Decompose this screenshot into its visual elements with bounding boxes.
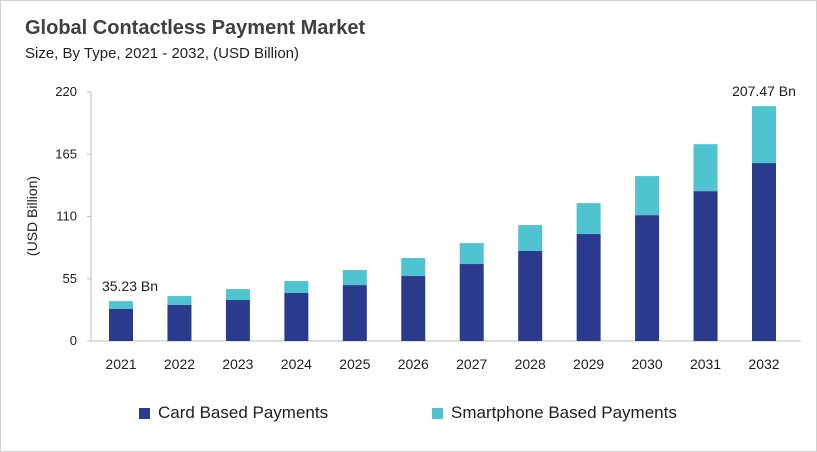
legend-swatch-smartphone xyxy=(432,407,443,419)
bar-smartphone xyxy=(342,270,367,286)
bar-card xyxy=(752,163,776,341)
bar-smartphone xyxy=(225,289,250,301)
x-tick-label: 2027 xyxy=(456,356,487,372)
x-tick-label: 2032 xyxy=(748,356,779,372)
bar-smartphone xyxy=(752,106,776,164)
bar-smartphone xyxy=(109,301,133,309)
bar-card xyxy=(109,308,133,341)
y-tick-label: 220 xyxy=(55,84,77,99)
bar-card xyxy=(225,300,250,341)
bar-smartphone xyxy=(576,203,601,235)
bar-card xyxy=(518,251,543,341)
x-tick-label: 2029 xyxy=(573,356,604,372)
x-tick-label: 2023 xyxy=(222,356,253,372)
y-tick-label: 165 xyxy=(55,146,77,161)
x-tick-label: 2025 xyxy=(339,356,370,372)
x-tick-label: 2026 xyxy=(398,356,429,372)
bar-smartphone xyxy=(635,176,660,216)
x-tick-label: 2024 xyxy=(281,356,312,372)
bar-card xyxy=(167,305,192,341)
data-label: 207.47 Bn xyxy=(732,83,796,99)
legend-item-card: Card Based Payments xyxy=(139,403,328,423)
x-tick-label: 2028 xyxy=(515,356,546,372)
bar-smartphone xyxy=(284,281,309,294)
bar-card xyxy=(342,285,367,341)
bar-card xyxy=(459,264,484,341)
x-tick-label: 2031 xyxy=(690,356,721,372)
y-tick-label: 110 xyxy=(56,209,77,224)
legend-item-smartphone: Smartphone Based Payments xyxy=(432,403,677,423)
data-label: 35.23 Bn xyxy=(102,278,158,294)
bar-smartphone xyxy=(459,243,484,265)
bar-card xyxy=(401,276,426,341)
chart-title: Global Contactless Payment Market xyxy=(25,17,366,39)
legend-label-card: Card Based Payments xyxy=(158,403,329,422)
bar-card xyxy=(693,191,718,341)
bar-smartphone xyxy=(518,225,543,252)
x-tick-label: 2030 xyxy=(632,356,663,372)
bar-card xyxy=(635,215,660,341)
chart-subtitle: Size, By Type, 2021 - 2032, (USD Billion… xyxy=(25,45,300,62)
bar-card xyxy=(576,234,601,341)
y-tick-label: 55 xyxy=(63,271,77,286)
x-tick-label: 2022 xyxy=(164,356,195,372)
y-axis-label: (USD Billion) xyxy=(24,176,40,256)
x-tick-label: 2021 xyxy=(105,356,136,372)
bar-smartphone xyxy=(693,144,718,192)
bar-card xyxy=(284,293,309,341)
y-tick-label: 0 xyxy=(70,333,77,348)
legend-label-smartphone: Smartphone Based Payments xyxy=(451,403,677,422)
bar-smartphone xyxy=(401,258,426,277)
bar-smartphone xyxy=(167,296,192,306)
legend-swatch-card xyxy=(139,407,150,419)
